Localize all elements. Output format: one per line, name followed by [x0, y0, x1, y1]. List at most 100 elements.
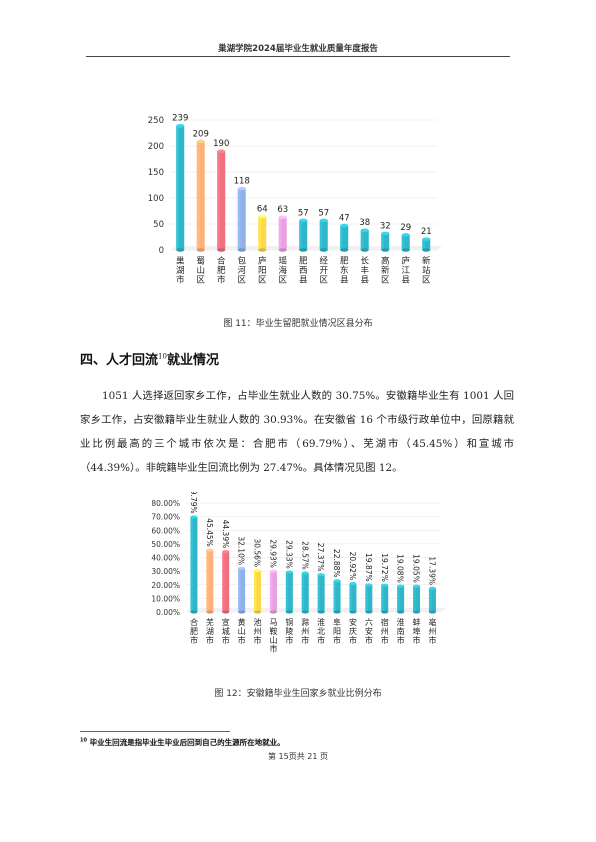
fig12-data-label: 22.88%: [332, 549, 341, 578]
fig11-data-label: 209: [193, 129, 209, 139]
fig11-bar-cap: [319, 218, 328, 223]
section-title: 四、人才回流: [80, 353, 159, 368]
fig11-bar: [381, 231, 390, 252]
fig11-bar-cap: [299, 218, 308, 223]
fig11-bar-body: [196, 141, 205, 250]
fig12-bar-body: [397, 586, 405, 612]
fig12-bar: [301, 571, 309, 614]
fig11-x-tick-label: 巢湖市: [176, 256, 185, 286]
fig11-bar-highlight: [381, 233, 385, 250]
fig11-bar-base: [176, 248, 185, 252]
figure-12-caption: 图 12：安徽籍毕业生回家乡就业比例分布: [214, 689, 382, 699]
fig12-data-label: 27.37%: [316, 543, 325, 572]
fig11-bar-highlight: [258, 216, 262, 250]
fig11-bar: [196, 139, 205, 252]
fig11-bar-base: [319, 248, 328, 252]
fig12-data-label: 19.05%: [412, 554, 421, 583]
fig12-data-label: 19.72%: [380, 553, 389, 582]
fig12-bar: [365, 583, 373, 614]
fig12-data-label: 32.10%: [237, 536, 246, 565]
header-divider: [86, 56, 510, 57]
fig12-bar-body: [222, 551, 230, 612]
fig11-x-tick-label: 肥东县: [340, 257, 349, 286]
fig12-y-tick-label: 60.00%: [151, 526, 180, 535]
fig12-bar-highlight: [413, 586, 416, 612]
fig12-bar: [428, 586, 436, 614]
fig12-bar-cap: [222, 549, 230, 554]
fig12-x-tick-label: 六安市: [365, 617, 373, 645]
fig12-bar-base: [317, 610, 325, 614]
fig12-data-label: 45.45%: [205, 518, 214, 547]
fig12-bar-body: [317, 574, 325, 612]
fig12-bar-body: [413, 586, 421, 612]
fig11-x-tick-label: 蜀山区: [196, 257, 205, 286]
fig12-bar-cap: [190, 515, 198, 519]
fig12-y-tick-label: 20.00%: [151, 581, 180, 590]
fig12-bar-cap: [206, 548, 214, 552]
fig11-bar-cap: [278, 215, 287, 219]
fig12-bar-body: [254, 570, 262, 612]
fig11-bar-base: [299, 248, 308, 252]
fig11-bar-body: [258, 216, 267, 250]
fig11-bar-body: [299, 220, 308, 250]
fig11-x-tick-label: 庐阳区: [258, 256, 267, 286]
fig12-bar-highlight: [381, 585, 384, 612]
fig12-y-tick-label: 50.00%: [151, 540, 180, 549]
fig11-bar-cap: [340, 223, 349, 228]
fig12-bar-body: [285, 572, 293, 612]
fig12-bar-cap: [285, 570, 293, 574]
fig12-bar-body: [206, 550, 214, 612]
fig12-bar-base: [413, 610, 421, 614]
footnote-mark: 10: [80, 737, 87, 744]
fig12-bar-highlight: [206, 550, 209, 612]
fig12-bar: [285, 570, 293, 614]
page-number: 第 15页共 21 页: [268, 752, 328, 761]
fig11-y-tick-label: 50: [153, 220, 164, 230]
figure-11-caption: 图 11：毕业生留肥就业情况区县分布: [223, 319, 373, 329]
fig11-bar: [340, 223, 349, 252]
fig11-bar-base: [237, 248, 246, 252]
fig11-bar-body: [401, 234, 410, 250]
fig12-data-label: 28.57%: [300, 541, 309, 570]
fig11-bar-base: [278, 248, 287, 252]
fig12-bar-cap: [254, 568, 262, 572]
running-header: 巢湖学院2024届毕业生就业质量年度报告: [218, 44, 378, 54]
fig12-bar-cap: [301, 571, 309, 575]
fig11-data-label: 57: [298, 208, 309, 218]
fig11-bar-highlight: [237, 188, 241, 250]
fig11-bar-highlight: [278, 217, 282, 250]
fig11-bar-body: [176, 125, 185, 250]
fig12-bar-body: [365, 584, 373, 612]
fig12-bar-highlight: [397, 586, 400, 612]
fig12-x-tick-label: 淮南市: [397, 617, 405, 645]
fig11-bar-body: [422, 239, 431, 250]
fig11-bar-highlight: [319, 220, 323, 250]
fig12-bar-base: [269, 610, 277, 614]
fig11-x-tick-label: 肥西县: [299, 257, 308, 286]
fig12-data-label: 19.87%: [364, 553, 373, 582]
fig11-y-tick-label: 250: [148, 116, 164, 126]
fig11-data-label: 190: [213, 139, 229, 149]
fig12-bar-body: [349, 583, 357, 612]
section-heading: 四、人才回流10就业情况: [80, 349, 219, 368]
fig11-data-label: 57: [318, 208, 329, 218]
fig12-bar-base: [222, 610, 230, 614]
footnote: 10 毕业生回流是指毕业生毕业后回到自己的生源所在地就业。: [80, 737, 285, 748]
fig12-bar-highlight: [222, 551, 225, 612]
fig12-x-tick-label: 马鞍山市: [269, 618, 277, 653]
fig12-x-tick-label: 合肥市: [190, 617, 198, 645]
fig11-y-tick-label: 150: [148, 168, 164, 178]
fig12-bar-cap: [413, 584, 421, 588]
fig11-x-tick-label: 经开区: [319, 256, 328, 286]
fig12-bar-highlight: [333, 580, 336, 612]
fig11-x-tick-label: 庐江县: [401, 256, 410, 286]
fig12-bar-base: [301, 610, 309, 614]
fig12-x-tick-label: 淮北市: [317, 617, 325, 645]
fig11-data-label: 239: [172, 114, 188, 124]
fig12-y-tick-label: 0.00%: [156, 608, 180, 617]
fig11-bar-highlight: [340, 225, 344, 250]
fig11-x-tick-label: 高新区: [381, 256, 390, 286]
fig11-bar: [299, 218, 308, 252]
fig11-x-tick-label: 包河区: [237, 256, 246, 286]
fig12-data-label: 29.93%: [268, 539, 277, 568]
